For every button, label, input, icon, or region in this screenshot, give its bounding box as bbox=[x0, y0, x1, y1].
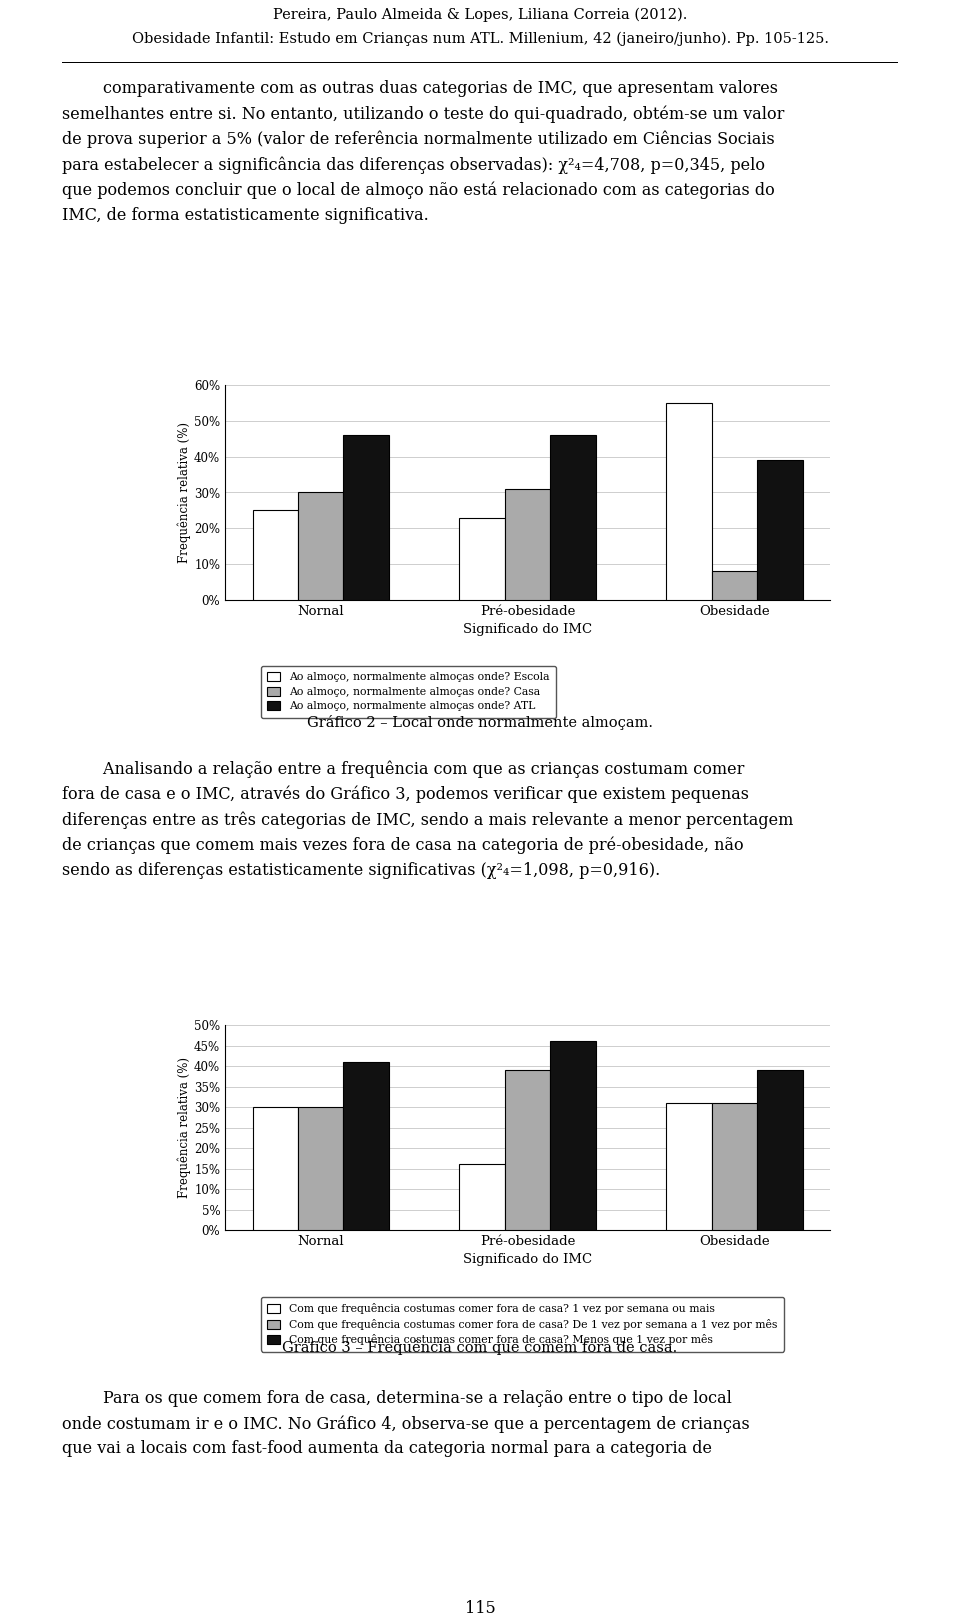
Bar bbox=[550, 435, 596, 600]
Bar bbox=[666, 403, 711, 600]
Text: Gráfico 3 – Frequência com que comem fora de casa.: Gráfico 3 – Frequência com que comem for… bbox=[282, 1340, 678, 1355]
Text: comparativamente com as outras duas categorias de IMC, que apresentam valores
se: comparativamente com as outras duas cate… bbox=[62, 79, 784, 225]
X-axis label: Significado do IMC: Significado do IMC bbox=[463, 1253, 592, 1266]
Bar bbox=[252, 1108, 298, 1231]
X-axis label: Significado do IMC: Significado do IMC bbox=[463, 624, 592, 637]
Bar bbox=[711, 1103, 757, 1231]
Bar bbox=[298, 493, 344, 600]
Bar bbox=[505, 1070, 550, 1231]
Legend: Ao almoço, normalmente almoças onde? Escola, Ao almoço, normalmente almoças onde: Ao almoço, normalmente almoças onde? Esc… bbox=[261, 666, 556, 718]
Bar bbox=[459, 1164, 505, 1231]
Bar bbox=[344, 435, 389, 600]
Bar bbox=[757, 1070, 803, 1231]
Bar bbox=[298, 1108, 344, 1231]
Text: Para os que comem fora de casa, determina-se a relação entre o tipo de local
ond: Para os que comem fora de casa, determin… bbox=[62, 1391, 750, 1457]
Bar bbox=[252, 511, 298, 600]
Text: Gráfico 2 – Local onde normalmente almoçam.: Gráfico 2 – Local onde normalmente almoç… bbox=[307, 715, 653, 729]
Bar bbox=[505, 488, 550, 600]
Text: Analisando a relação entre a frequência com que as crianças costumam comer
fora : Analisando a relação entre a frequência … bbox=[62, 760, 794, 880]
Bar bbox=[757, 461, 803, 600]
Y-axis label: Frequência relativa (%): Frequência relativa (%) bbox=[178, 1058, 191, 1198]
Y-axis label: Frequência relativa (%): Frequência relativa (%) bbox=[178, 422, 191, 563]
Bar bbox=[344, 1062, 389, 1231]
Legend: Com que frequência costumas comer fora de casa? 1 vez por semana ou mais, Com qu: Com que frequência costumas comer fora d… bbox=[261, 1297, 783, 1352]
Bar bbox=[711, 571, 757, 600]
Bar bbox=[550, 1041, 596, 1231]
Bar bbox=[666, 1103, 711, 1231]
Bar bbox=[459, 517, 505, 600]
Text: 115: 115 bbox=[465, 1599, 495, 1617]
Text: Pereira, Paulo Almeida & Lopes, Liliana Correia (2012).: Pereira, Paulo Almeida & Lopes, Liliana … bbox=[273, 8, 687, 23]
Text: Obesidade Infantil: Estudo em Crianças num ATL. Millenium, 42 (janeiro/junho). P: Obesidade Infantil: Estudo em Crianças n… bbox=[132, 32, 828, 47]
